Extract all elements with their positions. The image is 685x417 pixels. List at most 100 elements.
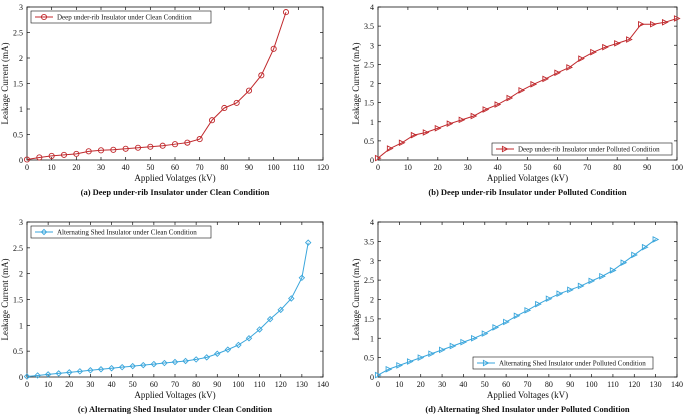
y-tick-label: 1 (370, 118, 374, 127)
x-tick-label: 20 (434, 163, 442, 172)
data-point (554, 69, 562, 77)
x-tick-label: 0 (376, 163, 380, 172)
data-point (626, 36, 633, 43)
y-tick-label: 2 (370, 296, 374, 305)
data-point (428, 350, 435, 358)
y-tick-label: 0.5 (364, 354, 374, 363)
y-tick-label: 2.5 (13, 29, 23, 38)
data-point (34, 372, 41, 379)
data-point (620, 259, 628, 267)
data-point (446, 120, 454, 127)
data-point (638, 20, 645, 28)
data-point (471, 334, 478, 342)
data-point (108, 364, 115, 372)
y-tick-label: 1.5 (364, 315, 374, 324)
y-axis-label: Leakage Current (mA) (351, 43, 361, 125)
series-line (26, 11, 287, 160)
y-axis-label: Leakage Current (mA) (351, 259, 361, 341)
data-point (518, 87, 526, 94)
data-point (288, 295, 295, 302)
data-point (577, 282, 585, 290)
x-tick-label: 100 (671, 163, 683, 172)
legend-box (30, 10, 212, 24)
x-tick-label: 40 (108, 380, 116, 389)
data-point (614, 40, 621, 47)
legend-box (491, 142, 673, 156)
legend-label: Deep under-rib Insulator under Polluted … (518, 146, 660, 154)
y-tick-label: 1.5 (13, 296, 23, 305)
legend: Deep under-rib Insulator under Clean Con… (30, 10, 212, 24)
data-point (36, 154, 43, 161)
y-tick-label: 0.5 (13, 347, 23, 356)
data-point (282, 9, 290, 16)
x-tick-label: 40 (122, 163, 130, 172)
x-tick-label: 40 (494, 163, 502, 172)
data-point (140, 361, 147, 369)
data-point (23, 156, 31, 163)
chart-panel-b: 0 10 20 30 40 50 60 70 80 90 100 0 0.5 1 1.5 2 2.5 3 3.5 4 A… (351, 3, 683, 197)
data-point (650, 20, 657, 28)
data-point (386, 145, 394, 152)
x-tick-label: 10 (395, 380, 403, 389)
x-tick-label: 110 (292, 163, 304, 172)
x-tick-label: 50 (524, 163, 532, 172)
y-tick-label: 4 (370, 3, 374, 12)
data-point (304, 239, 312, 246)
panel-caption: (a) Deep under-rib Insulator under Clean… (81, 187, 270, 197)
data-point (470, 112, 478, 120)
data-point (159, 142, 166, 149)
data-point (374, 371, 382, 379)
data-point (449, 342, 457, 350)
legend-label: Alternating Shed Insulator under Clean C… (57, 229, 197, 237)
data-point (196, 136, 203, 143)
y-tick-label: 2 (19, 270, 23, 279)
y-tick-label: 3 (19, 218, 23, 227)
data-point (66, 369, 73, 376)
plot-frame (377, 6, 678, 161)
data-point (661, 18, 669, 26)
x-tick-label: 80 (220, 163, 228, 172)
y-axis-label: Leakage Current (mA) (0, 259, 10, 341)
x-tick-label: 20 (65, 380, 73, 389)
data-point (73, 150, 80, 157)
data-point (171, 358, 179, 366)
data-point (122, 145, 129, 152)
y-tick-label: 0.5 (13, 131, 23, 140)
legend-box (472, 356, 654, 370)
x-tick-label: 90 (213, 380, 221, 389)
x-tick-label: 120 (317, 163, 329, 172)
data-point (434, 124, 442, 132)
legend-marker (40, 13, 48, 21)
data-point (277, 306, 284, 314)
legend: Deep under-rib Insulator under Polluted … (491, 142, 673, 156)
x-tick-label: 60 (553, 163, 561, 172)
data-point (513, 312, 521, 320)
x-tick-label: 100 (268, 163, 280, 172)
data-point (184, 139, 191, 146)
x-tick-label: 20 (72, 163, 80, 172)
x-tick-label: 30 (438, 380, 446, 389)
legend-label: Deep under-rib Insulator under Clean Con… (57, 14, 192, 22)
y-tick-label: 0.5 (364, 137, 374, 146)
x-tick-label: 80 (192, 380, 200, 389)
data-point (298, 274, 306, 282)
data-point (85, 148, 92, 155)
data-point (87, 367, 94, 374)
panel-caption: (b) Deep under-rib Insulator under Pollu… (428, 187, 626, 197)
plot-frame (26, 221, 324, 378)
plot-frame (26, 6, 324, 161)
data-point (410, 131, 418, 139)
data-point (44, 371, 52, 378)
data-point (48, 152, 55, 159)
y-tick-label: 3.5 (364, 22, 374, 31)
x-tick-label: 30 (97, 163, 105, 172)
x-axis-label: Applied Volatges (kV) (487, 173, 568, 183)
data-point (118, 363, 126, 371)
legend-marker (501, 145, 509, 153)
data-point (233, 99, 240, 106)
series-line (26, 242, 309, 377)
data-point (385, 365, 393, 373)
x-tick-label: 40 (459, 380, 467, 389)
x-tick-label: 100 (232, 380, 244, 389)
data-point (110, 146, 117, 153)
